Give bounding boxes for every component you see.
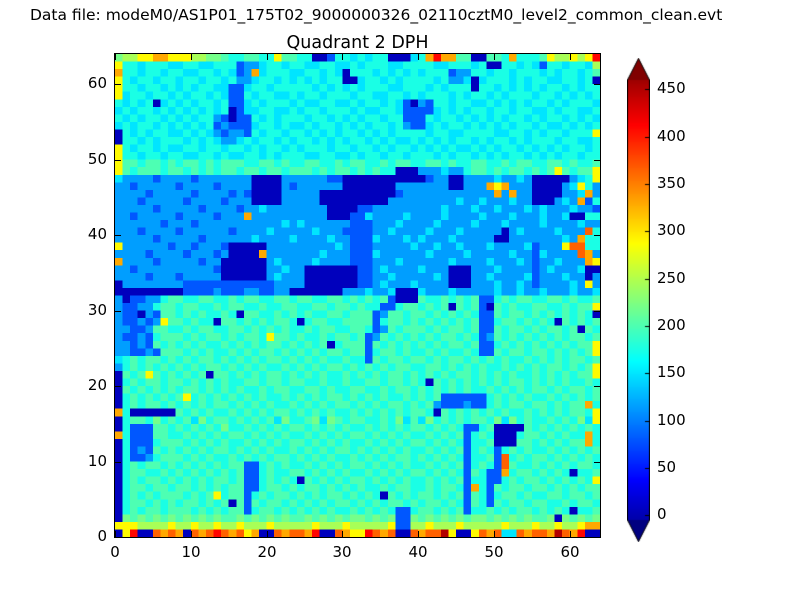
y-axis-tick-label: 40 — [87, 225, 107, 243]
x-tick-mark-top — [494, 54, 495, 60]
x-tick-mark — [418, 531, 419, 537]
x-tick-mark — [267, 531, 268, 537]
plot-title: Quadrant 2 DPH — [286, 33, 429, 53]
y-axis-tick-label: 60 — [87, 74, 107, 92]
y-tick-mark — [115, 386, 121, 387]
x-axis-tick-label: 20 — [257, 543, 277, 561]
y-tick-mark — [115, 160, 121, 161]
heatmap-plot — [114, 53, 601, 538]
x-tick-mark-top — [342, 54, 343, 60]
x-axis-tick-label: 50 — [484, 543, 504, 561]
x-tick-mark-top — [267, 54, 268, 60]
x-tick-mark-top — [418, 54, 419, 60]
y-tick-mark — [115, 537, 121, 538]
y-tick-mark-right — [594, 311, 600, 312]
heatmap-canvas — [115, 54, 600, 537]
x-tick-mark-top — [570, 54, 571, 60]
colorbar-tick-label: 0 — [657, 505, 667, 524]
x-axis-tick-label: 40 — [408, 543, 428, 561]
x-tick-mark-top — [191, 54, 192, 60]
y-tick-mark-right — [594, 160, 600, 161]
colorbar-tick-label: 250 — [657, 268, 686, 287]
y-tick-mark — [115, 462, 121, 463]
y-axis-tick-label: 0 — [97, 527, 107, 545]
x-tick-mark — [191, 531, 192, 537]
colorbar — [627, 58, 650, 542]
colorbar-tick-label: 50 — [657, 457, 677, 476]
y-axis-tick-label: 50 — [87, 150, 107, 168]
y-tick-mark — [115, 311, 121, 312]
y-tick-mark-right — [594, 235, 600, 236]
y-tick-mark-right — [594, 386, 600, 387]
x-tick-mark — [570, 531, 571, 537]
colorbar-tick-label: 300 — [657, 221, 686, 240]
y-axis-tick-label: 30 — [87, 301, 107, 319]
y-tick-mark-right — [594, 462, 600, 463]
colorbar-tick-label: 200 — [657, 315, 686, 334]
y-tick-mark-right — [594, 84, 600, 85]
y-axis-tick-label: 20 — [87, 376, 107, 394]
colorbar-tick-label: 350 — [657, 173, 686, 192]
colorbar-tick-label: 100 — [657, 410, 686, 429]
y-axis-tick-label: 10 — [87, 452, 107, 470]
x-axis-tick-label: 0 — [110, 543, 120, 561]
x-axis-tick-label: 60 — [560, 543, 580, 561]
colorbar-tick-label: 150 — [657, 363, 686, 382]
colorbar-tick-label: 400 — [657, 126, 686, 145]
x-tick-mark — [115, 531, 116, 537]
x-axis-tick-label: 10 — [181, 543, 201, 561]
y-tick-mark — [115, 235, 121, 236]
x-tick-mark-top — [115, 54, 116, 60]
x-tick-mark — [342, 531, 343, 537]
x-axis-tick-label: 30 — [332, 543, 352, 561]
data-file-label: Data file: modeM0/AS1P01_175T02_90000003… — [30, 6, 723, 24]
colorbar-tick-label: 450 — [657, 79, 686, 98]
y-tick-mark — [115, 84, 121, 85]
x-tick-mark — [494, 531, 495, 537]
y-tick-mark-right — [594, 537, 600, 538]
